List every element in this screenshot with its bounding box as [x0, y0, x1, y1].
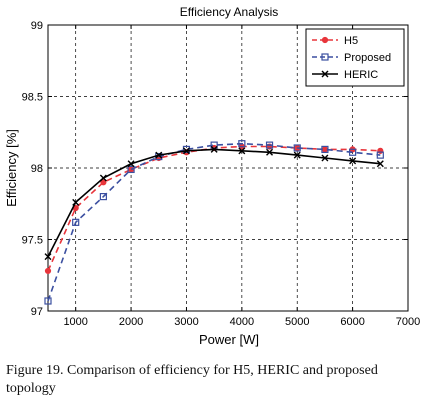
x-tick-label: 4000 — [230, 316, 254, 328]
y-axis-title: Efficiency [%] — [4, 129, 19, 207]
series-group — [45, 141, 383, 304]
y-tick-label: 98.5 — [22, 92, 43, 104]
y-tick-label: 97 — [31, 306, 43, 318]
series-line-proposed — [48, 144, 380, 301]
x-tick-label: 7000 — [396, 316, 420, 328]
series-h5 — [45, 144, 383, 274]
x-tick-label: 3000 — [174, 316, 198, 328]
y-tick-label: 99 — [31, 20, 43, 32]
x-tick-label: 5000 — [285, 316, 309, 328]
series-proposed — [45, 141, 383, 304]
efficiency-chart: Efficiency Analysis 1000 2000 3000 4000 5000… — [0, 0, 430, 360]
chart-title: Efficiency Analysis — [180, 5, 279, 19]
data-point-h5 — [45, 268, 50, 273]
legend-marker — [322, 37, 327, 42]
series-line-heric — [48, 149, 380, 256]
legend-label: Proposed — [344, 52, 391, 64]
series-line-h5 — [48, 147, 380, 272]
legend: H5 Proposed HERIC — [306, 29, 404, 86]
data-point-h5 — [322, 147, 327, 152]
y-tick-label: 97.5 — [22, 235, 43, 247]
y-tick-label: 98 — [31, 163, 43, 175]
x-tick-label: 2000 — [119, 316, 143, 328]
x-tick-label: 6000 — [340, 316, 364, 328]
legend-label: HERIC — [344, 69, 378, 81]
x-tick-label: 1000 — [63, 316, 87, 328]
figure-caption: Figure 19. Comparison of efficiency for … — [6, 362, 426, 398]
legend-label: H5 — [344, 35, 358, 47]
x-axis-title: Power [W] — [199, 332, 259, 347]
